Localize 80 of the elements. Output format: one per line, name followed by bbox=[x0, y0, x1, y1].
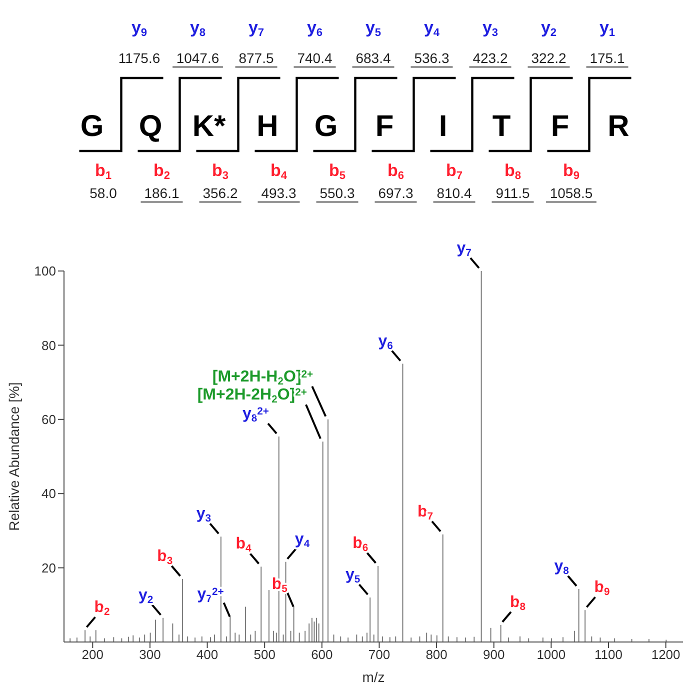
text: 810.4 bbox=[436, 185, 472, 201]
text: 536.3 bbox=[414, 50, 450, 66]
text: 493.3 bbox=[261, 185, 296, 201]
text: y$_{5}$ bbox=[365, 18, 382, 40]
text: 322.2 bbox=[531, 50, 566, 66]
text: b$_{8}$ bbox=[504, 161, 522, 182]
y-tick-label: 40 bbox=[42, 486, 56, 502]
annotation: b$_{7}$ bbox=[417, 503, 434, 522]
x-tick-label: 600 bbox=[311, 647, 333, 662]
text: 175.1 bbox=[590, 50, 625, 66]
annotation: y$_{2}$ bbox=[138, 586, 154, 606]
text: b$_{3}$ bbox=[212, 161, 229, 182]
text: 683.4 bbox=[356, 50, 391, 66]
text: b$_{9}$ bbox=[562, 161, 580, 182]
text: R bbox=[608, 110, 630, 143]
annotation: [M+2H-2H$_{2}$O]$^{2+}$ bbox=[197, 386, 307, 406]
text: y$_{3}$ bbox=[482, 18, 498, 40]
text: 1047.6 bbox=[176, 50, 220, 66]
text: F bbox=[375, 110, 394, 143]
annotation: b$_{3}$ bbox=[157, 548, 173, 567]
text: 186.1 bbox=[144, 185, 180, 201]
annotation: b$_{4}$ bbox=[236, 536, 252, 555]
y-axis-title: Relative Abundance [%] bbox=[6, 382, 22, 531]
annotation: b$_{6}$ bbox=[352, 534, 368, 554]
annotation: y$_{6}$ bbox=[378, 332, 394, 352]
text: 877.5 bbox=[238, 50, 274, 66]
text: y$_{2}$ bbox=[540, 18, 557, 40]
x-tick-label: 900 bbox=[483, 647, 505, 662]
annotation: y$_{3}$ bbox=[196, 506, 212, 525]
x-tick-label: 700 bbox=[368, 647, 390, 662]
annotation: b$_{9}$ bbox=[594, 579, 610, 598]
text: b$_{6}$ bbox=[387, 161, 404, 182]
text: 740.4 bbox=[297, 50, 332, 66]
text: 1058.5 bbox=[550, 185, 593, 201]
text: 1175.6 bbox=[118, 50, 160, 66]
text: Q bbox=[138, 110, 162, 143]
x-tick-label: 200 bbox=[82, 647, 104, 662]
text: 58.0 bbox=[90, 185, 118, 201]
text: y$_{7}$ bbox=[248, 18, 264, 40]
text: K* bbox=[192, 110, 226, 143]
text: b$_{1}$ bbox=[94, 161, 112, 182]
text: H bbox=[256, 110, 278, 143]
x-tick-label: 1000 bbox=[536, 647, 566, 662]
text: 423.2 bbox=[472, 50, 508, 66]
text: b$_{7}$ bbox=[446, 161, 463, 182]
x-tick-label: 800 bbox=[426, 647, 448, 662]
text: y$_{9}$ bbox=[131, 18, 148, 40]
text: 356.2 bbox=[202, 185, 238, 201]
y-tick-label: 20 bbox=[42, 560, 56, 576]
text: 911.5 bbox=[496, 185, 530, 201]
x-tick-label: 300 bbox=[139, 647, 161, 662]
text: b$_{4}$ bbox=[270, 161, 288, 182]
text: y$_{4}$ bbox=[424, 18, 440, 40]
x-tick-label: 500 bbox=[254, 647, 276, 662]
x-tick-label: 400 bbox=[196, 647, 218, 662]
annotation: b$_{8}$ bbox=[510, 594, 526, 613]
annotation: y$_{7}$ bbox=[456, 240, 472, 259]
text: G bbox=[80, 110, 104, 143]
x-axis-title: m/z bbox=[362, 669, 385, 685]
text: 697.3 bbox=[378, 185, 414, 201]
text: F bbox=[550, 110, 570, 143]
text: G bbox=[314, 110, 338, 143]
x-tick-label: 1200 bbox=[651, 647, 680, 662]
annotation: [M+2H-H$_{2}$O]$^{2+}$ bbox=[212, 368, 314, 388]
text: y$_{1}$ bbox=[599, 18, 616, 40]
y-tick-label: 60 bbox=[42, 412, 56, 428]
annotation: y$_{5}$ bbox=[346, 566, 360, 586]
text: T bbox=[492, 110, 511, 143]
text: b$_{2}$ bbox=[153, 161, 170, 182]
text: 550.3 bbox=[320, 185, 355, 201]
text: y$_{6}$ bbox=[306, 18, 323, 40]
annotation: y$_{4}$ bbox=[294, 530, 310, 550]
x-tick-label: 1100 bbox=[594, 647, 622, 662]
annotation: b$_{2}$ bbox=[94, 599, 110, 618]
text: y$_{8}$ bbox=[190, 18, 206, 40]
text: b$_{5}$ bbox=[328, 161, 346, 182]
annotation: y$_{8}$ bbox=[554, 558, 570, 577]
text: I bbox=[438, 110, 448, 143]
y-tick-label: 100 bbox=[34, 264, 56, 279]
y-tick-label: 80 bbox=[42, 338, 56, 353]
